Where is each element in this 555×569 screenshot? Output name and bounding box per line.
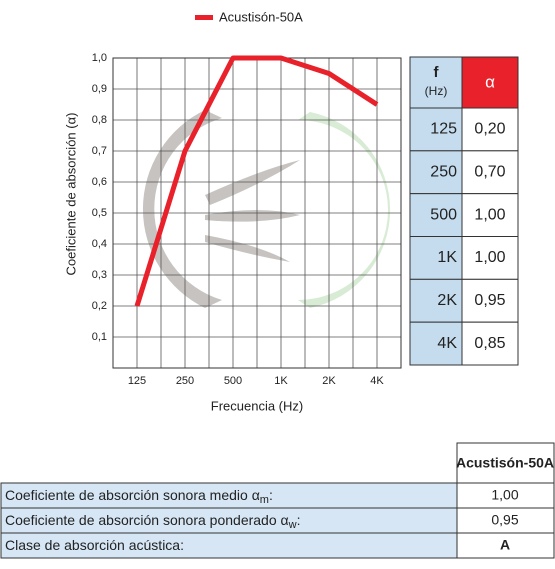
table-frequency: 1K xyxy=(437,249,457,266)
y-tick-label: 0,9 xyxy=(92,83,107,95)
y-tick-label: 0,7 xyxy=(92,145,107,157)
y-tick-label: 0,5 xyxy=(92,207,107,219)
summary-value: 0,95 xyxy=(491,512,518,528)
table-value: 1,00 xyxy=(474,206,505,223)
x-tick-label: 125 xyxy=(128,375,146,387)
summary-label-part: Coeficiente de absorción sonora medio α xyxy=(5,487,260,503)
table-frequency: 500 xyxy=(430,206,457,223)
table-header: (Hz) xyxy=(425,84,448,98)
summary-label-part: Coeficiente de absorción sonora ponderad… xyxy=(5,512,289,528)
legend-label: Acustisón-50A xyxy=(219,9,303,24)
x-tick-label: 500 xyxy=(224,375,242,387)
table-value: 1,00 xyxy=(474,249,505,266)
x-tick-label: 1K xyxy=(274,375,288,387)
x-tick-label: 4K xyxy=(370,375,384,387)
y-tick-label: 0,3 xyxy=(92,269,107,281)
summary-label-part: w xyxy=(288,519,297,531)
table-frequency: 4K xyxy=(437,335,457,352)
page: 0,10,20,30,40,50,60,70,80,91,01252505001… xyxy=(0,0,555,569)
table-value: 0,20 xyxy=(474,121,505,138)
table-value: 0,95 xyxy=(474,292,505,309)
table-frequency: 125 xyxy=(430,121,457,138)
table-value: 0,85 xyxy=(474,335,505,352)
summary-label-part: Clase de absorción acústica: xyxy=(5,537,184,553)
y-tick-label: 1,0 xyxy=(92,52,107,64)
x-tick-label: 2K xyxy=(322,375,336,387)
table-frequency: 2K xyxy=(437,292,457,309)
summary-table: Coeficiente de absorción sonora medio αm… xyxy=(1,483,554,558)
frequency-table: 125 0,20 250 0,70 500 1,00 1K 1,00 2K 0,95 4K 0,85 xyxy=(410,108,518,365)
table-header: α xyxy=(485,72,495,91)
summary-label: Clase de absorción acústica: xyxy=(5,537,184,553)
table-frequency: 250 xyxy=(430,163,457,180)
y-tick-label: 0,6 xyxy=(92,176,107,188)
y-tick-label: 0,1 xyxy=(92,331,107,343)
summary-label-part: : xyxy=(269,487,273,503)
summary-header: Acustisón-50A xyxy=(456,455,554,471)
y-tick-label: 0,8 xyxy=(92,114,107,126)
y-tick-label: 0,2 xyxy=(92,300,107,312)
legend-swatch xyxy=(195,15,213,20)
summary-value: 1,00 xyxy=(491,487,518,503)
x-axis-label: Frecuencia (Hz) xyxy=(211,398,303,413)
table-value: 0,70 xyxy=(474,163,505,180)
x-tick-label: 250 xyxy=(176,375,194,387)
summary-label-part: : xyxy=(297,512,301,528)
summary-label-part: m xyxy=(260,494,269,506)
y-axis-label: Coeficiente de absorción (α) xyxy=(63,113,78,276)
y-tick-label: 0,4 xyxy=(92,238,107,250)
summary-value: A xyxy=(500,537,510,553)
